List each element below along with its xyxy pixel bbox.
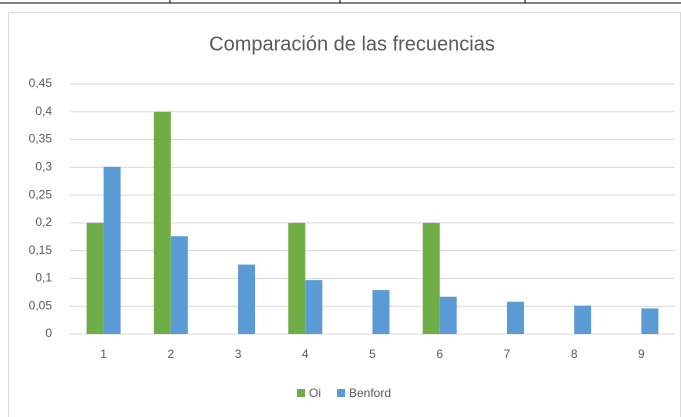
y-tick-label: 0,2 <box>35 215 52 229</box>
x-tick-label: 9 <box>638 347 645 361</box>
bar <box>288 222 306 334</box>
x-tick-label: 6 <box>436 347 443 361</box>
x-tick-label: 1 <box>100 347 107 361</box>
legend-label: Benford <box>349 386 391 400</box>
x-tick-label: 8 <box>571 347 578 361</box>
bar <box>439 296 457 334</box>
bar <box>170 236 188 334</box>
bar <box>103 166 121 334</box>
bar <box>506 301 524 334</box>
legend-label: Oi <box>309 386 321 400</box>
bar <box>238 264 256 334</box>
x-tick-label: 2 <box>167 347 174 361</box>
y-tick-label: 0,4 <box>35 104 52 118</box>
y-tick-label: 0,15 <box>29 243 53 257</box>
bar <box>305 280 323 334</box>
y-tick-label: 0,3 <box>35 160 52 174</box>
chart-title: Comparación de las frecuencias <box>209 33 495 55</box>
y-tick-label: 0,45 <box>29 76 53 90</box>
bar <box>641 308 659 334</box>
legend-swatch <box>297 389 305 397</box>
y-tick-label: 0 <box>45 326 52 340</box>
y-tick-label: 0,35 <box>29 132 53 146</box>
y-tick-label: 0,25 <box>29 187 53 201</box>
y-tick-label: 0,05 <box>29 298 53 312</box>
bar <box>372 290 390 334</box>
legend-swatch <box>337 389 345 397</box>
x-tick-label: 7 <box>504 347 511 361</box>
bar <box>86 222 104 334</box>
x-tick-label: 4 <box>302 347 309 361</box>
bar <box>574 305 592 334</box>
y-tick-label: 0,1 <box>35 271 52 285</box>
bar <box>422 222 440 334</box>
x-tick-label: 5 <box>369 347 376 361</box>
x-tick-label: 3 <box>235 347 242 361</box>
bar <box>153 111 171 335</box>
